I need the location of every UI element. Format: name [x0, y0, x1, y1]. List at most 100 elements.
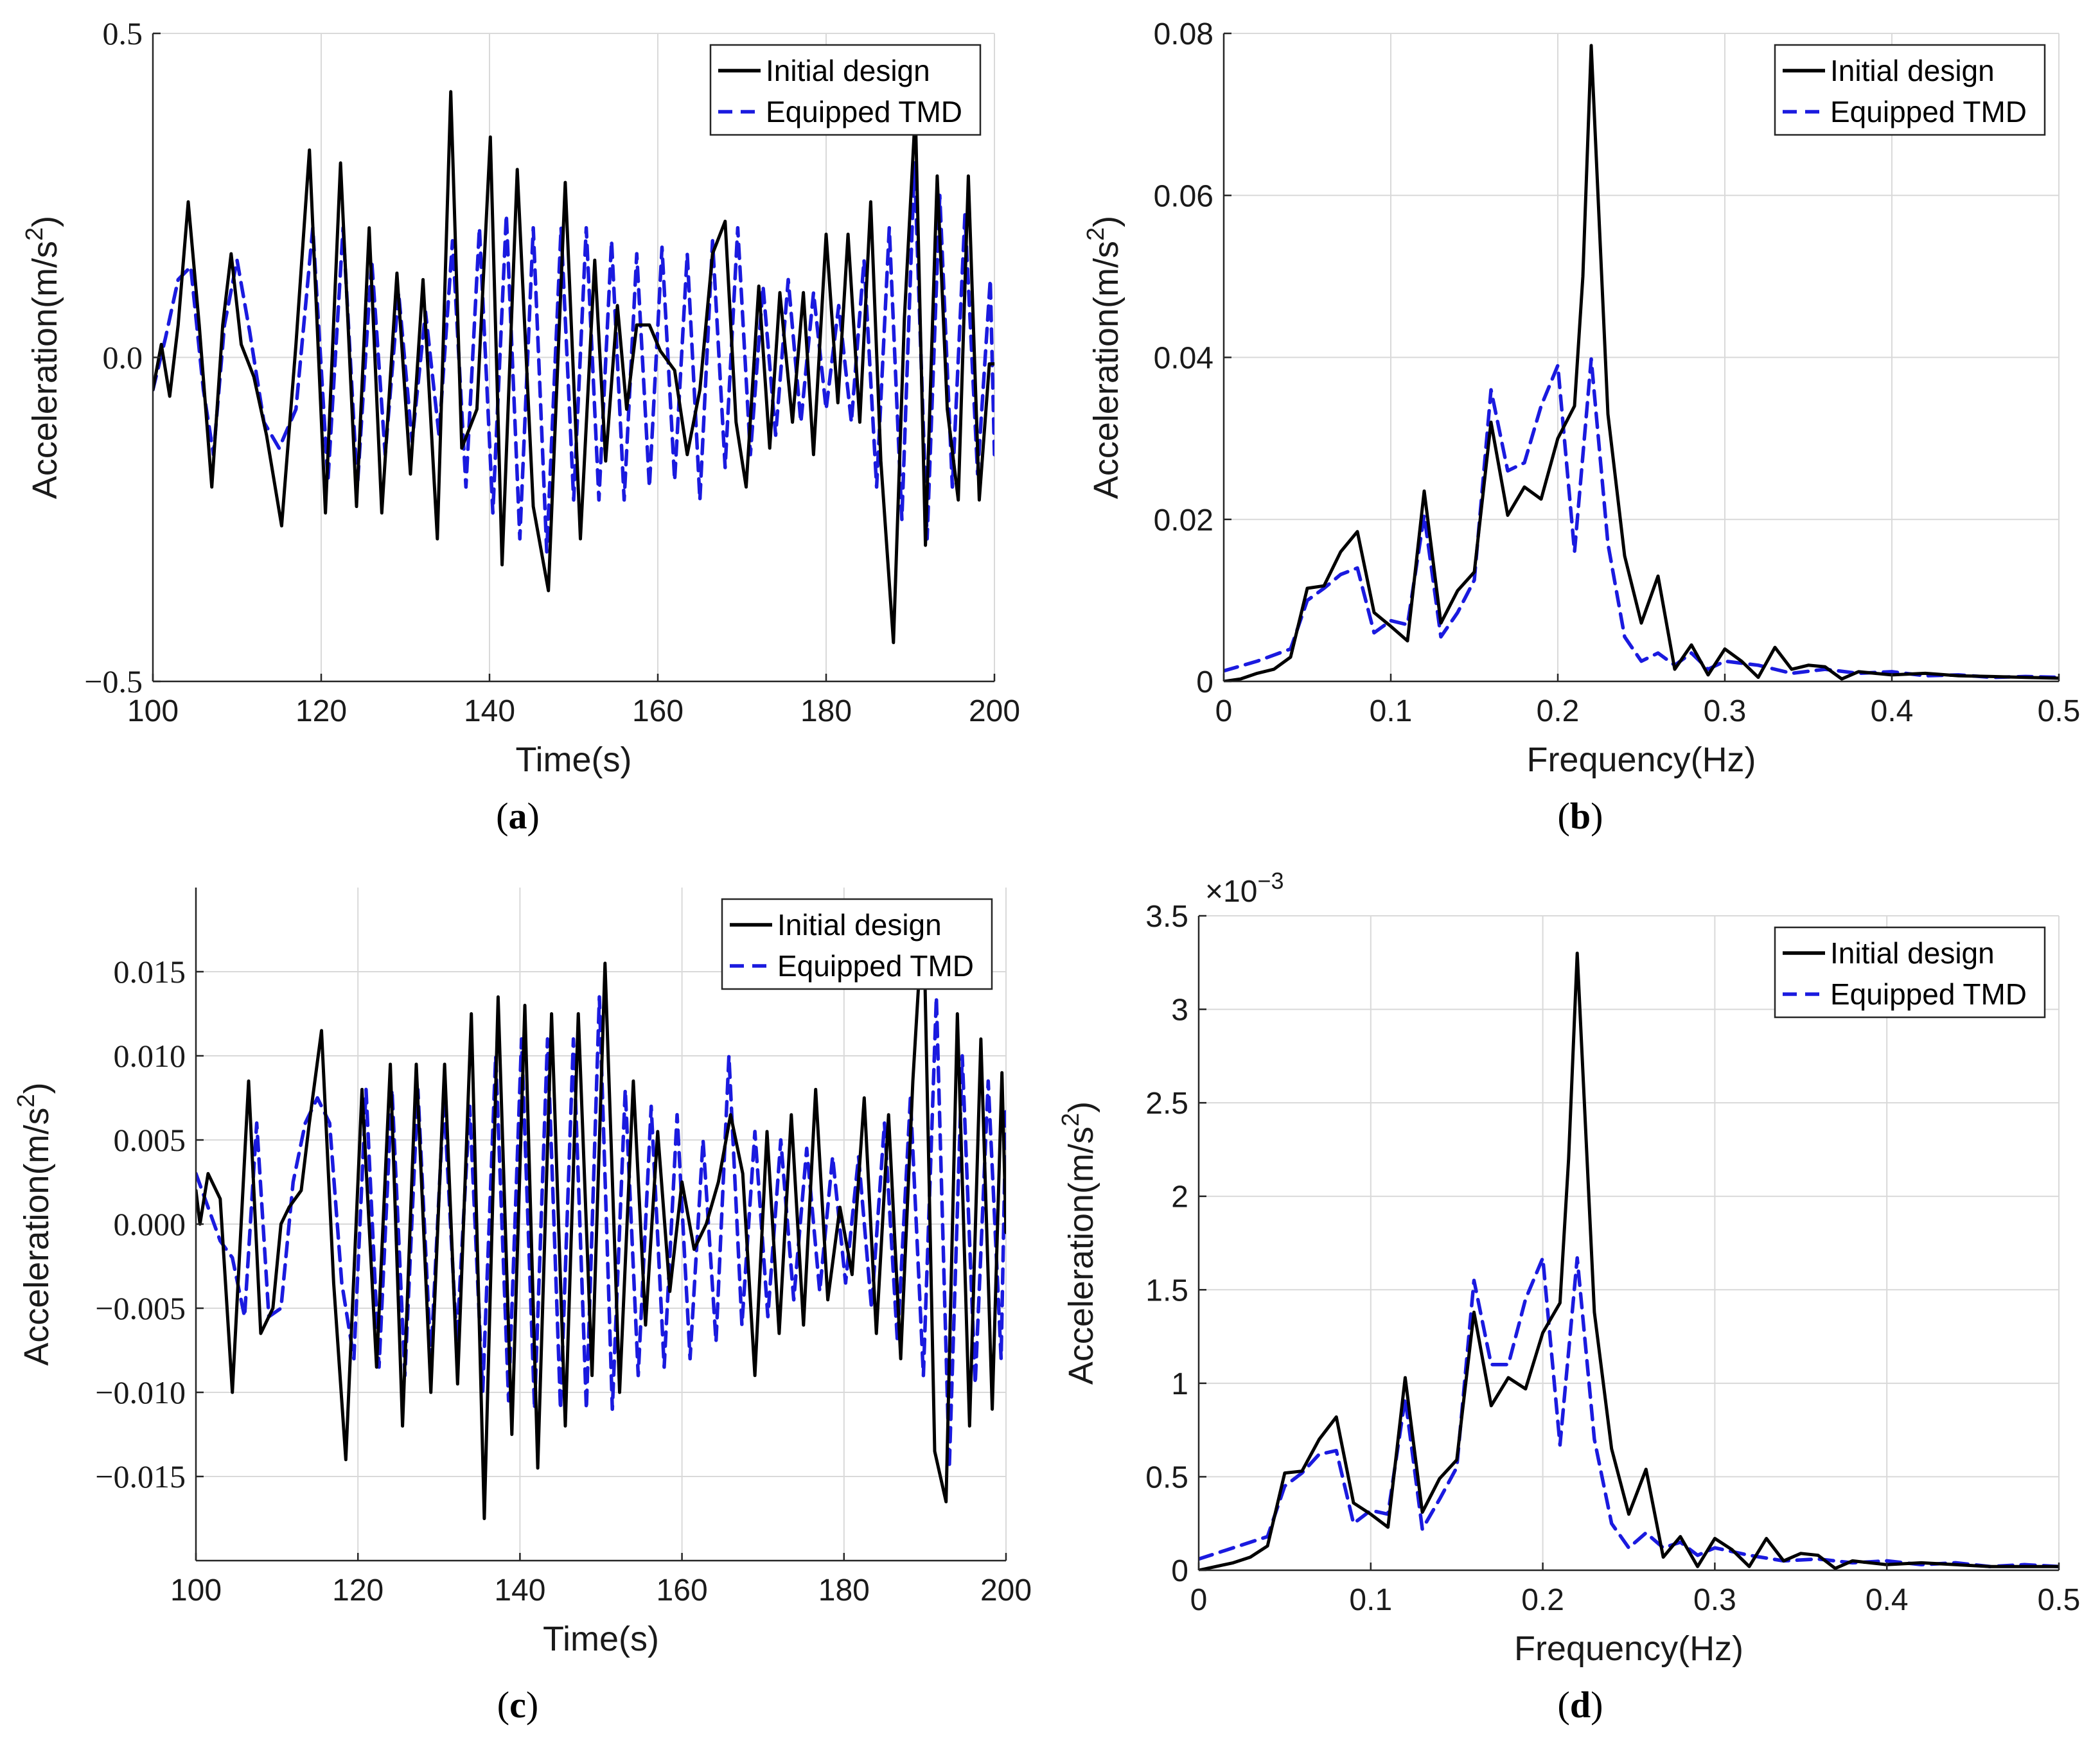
y-tick-label: 0.010 [114, 1038, 186, 1074]
y-label-superscript: 2 [1057, 1113, 1084, 1126]
y-tick-label: 0.5 [103, 15, 143, 51]
caption-letter: c [509, 1684, 526, 1726]
x-tick-label: 0.1 [1349, 1583, 1392, 1617]
x-axis-label: Frequency(Hz) [1514, 1629, 1743, 1668]
panel-caption: (c) [497, 1684, 538, 1726]
legend-box [721, 898, 993, 990]
legend-box [1774, 926, 2046, 1019]
caption-open: ( [497, 1684, 509, 1726]
series-equipped-tmd [1199, 1256, 2059, 1568]
legend: Initial design Equipped TMD [1774, 44, 2046, 136]
panel-d: 0 0.1 0.2 0.3 0.4 0.5 0 0.5 1 1.5 2 2.5 3 3.5 ×10−3 Fre… [1057, 868, 2080, 1726]
y-tick-label: −0.005 [95, 1290, 186, 1326]
y-label-superscript: 2 [1082, 227, 1109, 241]
legend-entry: Initial design [1830, 936, 1995, 970]
series-initial-design [1224, 44, 2059, 681]
axes [195, 888, 1007, 1562]
y-tick-label: −0.015 [95, 1459, 186, 1494]
x-tick-label: 0.1 [1370, 694, 1413, 728]
legend-entry: Equipped TMD [1830, 95, 2027, 128]
y-tick-label: 0.06 [1154, 179, 1213, 213]
series-initial-design [153, 90, 994, 644]
x-tick-label: 0.4 [1871, 694, 1914, 728]
legend-box [709, 44, 982, 136]
y-label-close: ) [17, 1082, 56, 1094]
y-axis-label: Acceleration(m/s2) [1082, 216, 1125, 499]
y-tick-label: 0 [1196, 665, 1213, 699]
y-label-close: ) [1087, 216, 1125, 227]
x-tick-label: 160 [657, 1573, 708, 1607]
legend: Initial design Equipped TMD [721, 898, 993, 990]
panel-caption: (a) [496, 795, 540, 837]
panel-caption: (d) [1558, 1684, 1603, 1726]
x-tick-label: 0 [1215, 694, 1233, 728]
caption-letter: b [1570, 795, 1591, 837]
y-label-superscript: 2 [13, 1094, 40, 1107]
x-tick-label: 0.3 [1693, 1583, 1736, 1617]
legend-entry: Equipped TMD [777, 949, 974, 983]
x-tick-label: 100 [127, 694, 179, 728]
y-tick-label: 2.5 [1145, 1087, 1188, 1121]
x-tick-label: 0.2 [1521, 1583, 1564, 1617]
y-label-main: Acceleration(m/s [1062, 1126, 1100, 1385]
y-tick-label: 3 [1171, 994, 1188, 1028]
x-tick-label: 160 [632, 694, 684, 728]
y-tick-label: 0.0 [103, 340, 143, 376]
y-tick-label: −0.010 [95, 1374, 186, 1410]
y-tick-label: 0.08 [1154, 17, 1213, 51]
y-tick-label: 0.000 [114, 1206, 186, 1242]
panel-b: 0 0.1 0.2 0.3 0.4 0.5 0 0.02 0.04 0.06 0.08 Frequen… [1082, 17, 2080, 837]
legend-entry: Initial design [766, 54, 930, 87]
x-tick-label: 180 [800, 694, 852, 728]
caption-close: ) [527, 795, 540, 837]
series-equipped-tmd [1224, 357, 2059, 679]
legend: Initial design Equipped TMD [1774, 926, 2046, 1019]
y-tick-label: 2 [1171, 1180, 1188, 1214]
caption-close: ) [1591, 795, 1603, 837]
panel-c: 100 120 140 160 180 200 −0.015 −0.010 −0.005 0.00… [13, 888, 1032, 1726]
axes [152, 32, 996, 683]
x-tick-label: 100 [170, 1573, 222, 1607]
legend: Initial design Equipped TMD [709, 44, 982, 136]
x-tick-label: 200 [980, 1573, 1032, 1607]
caption-close: ) [526, 1684, 538, 1726]
y-tick-label: 0 [1171, 1554, 1188, 1588]
caption-open: ( [1558, 1684, 1570, 1726]
y-axis-label: Acceleration(m/s2) [13, 1082, 56, 1365]
axes [1197, 915, 2060, 1572]
x-tick-label: 120 [296, 694, 347, 728]
caption-close: ) [1591, 1684, 1603, 1726]
series-initial-design [1199, 951, 2059, 1570]
exponent-base: ×10 [1205, 875, 1257, 909]
y-tick-label: 0.015 [114, 954, 186, 990]
x-tick-label: 0.5 [2038, 694, 2081, 728]
y-tick-label: 1.5 [1145, 1274, 1188, 1308]
x-tick-label: 0.2 [1537, 694, 1580, 728]
y-tick-label: 0.02 [1154, 504, 1213, 538]
x-tick-label: 140 [494, 1573, 545, 1607]
x-axis-label: Frequency(Hz) [1526, 740, 1756, 779]
y-label-close: ) [26, 216, 64, 227]
x-tick-label: 0.5 [2038, 1583, 2081, 1617]
y-tick-label: −0.5 [84, 663, 143, 699]
panel-a: 100 120 140 160 180 200 −0.5 0.0 0.5 Time(s) Accel… [21, 15, 1020, 837]
x-tick-label: 140 [464, 694, 515, 728]
panel-caption: (b) [1558, 795, 1603, 837]
x-tick-label: 200 [969, 694, 1020, 728]
y-tick-label: 0.5 [1145, 1460, 1188, 1494]
axes [1222, 32, 2060, 683]
x-tick-label: 0.3 [1704, 694, 1747, 728]
plot-area [1199, 916, 2059, 1570]
caption-open: ( [496, 795, 508, 837]
caption-open: ( [1558, 795, 1570, 837]
x-axis-label: Time(s) [543, 1620, 659, 1658]
x-tick-label: 120 [332, 1573, 384, 1607]
y-label-main: Acceleration(m/s [1087, 241, 1125, 499]
x-tick-label: 0 [1190, 1583, 1208, 1617]
x-tick-label: 180 [818, 1573, 870, 1607]
y-axis-label: Acceleration(m/s2) [1057, 1101, 1100, 1385]
y-tick-label: 1 [1171, 1367, 1188, 1401]
y-label-main: Acceleration(m/s [26, 241, 64, 499]
legend-entry: Initial design [777, 908, 942, 942]
